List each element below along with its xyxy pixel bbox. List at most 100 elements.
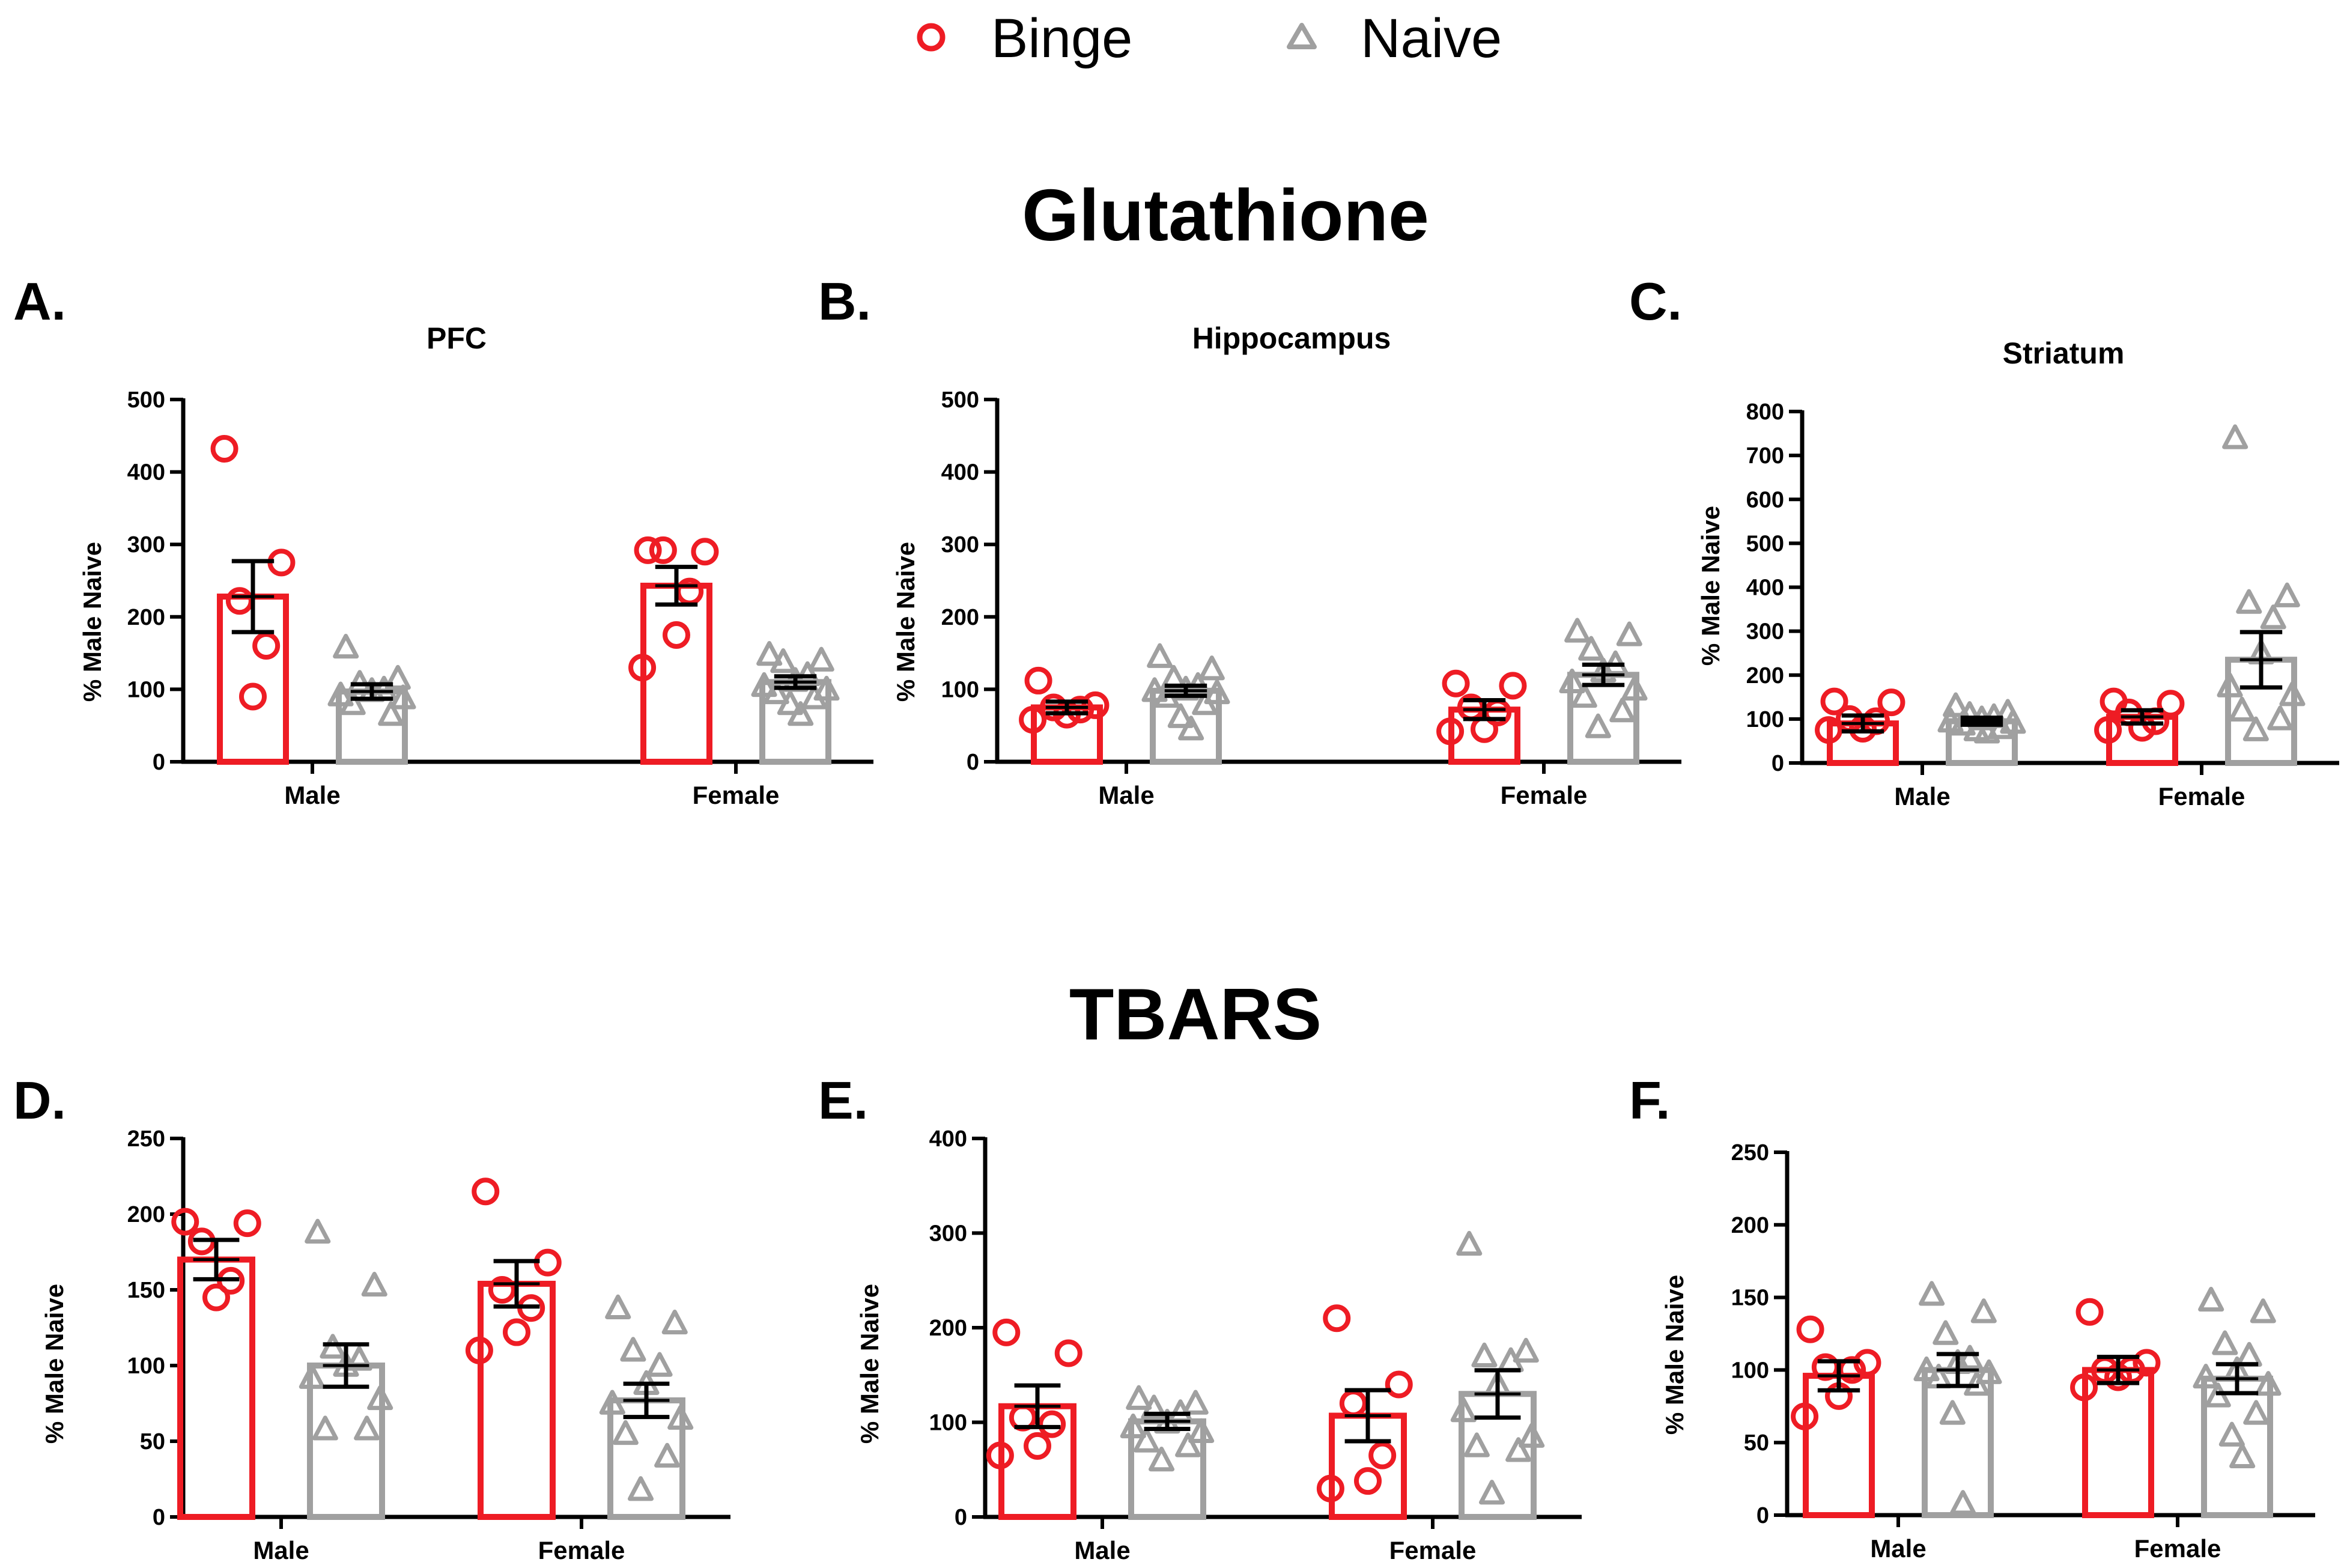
data-point-binge bbox=[488, 1276, 516, 1304]
data-point-naive bbox=[1456, 1230, 1483, 1256]
data-point-naive bbox=[2236, 589, 2262, 614]
y-axis-label: % Male Naive bbox=[891, 542, 920, 702]
y-tick-label: 600 bbox=[1746, 487, 1784, 512]
bar-binge bbox=[177, 1256, 255, 1521]
data-point-naive bbox=[299, 1364, 325, 1389]
data-point-naive bbox=[1450, 1397, 1477, 1423]
data-point-naive bbox=[1141, 677, 1168, 702]
data-point-binge bbox=[1024, 666, 1052, 694]
data-point-binge bbox=[1796, 1315, 1824, 1343]
y-tick-label: 400 bbox=[929, 1126, 967, 1152]
data-point-binge bbox=[1054, 1339, 1082, 1367]
y-tick-label: 100 bbox=[941, 677, 979, 702]
legend-item-binge: Binge bbox=[917, 8, 1132, 69]
data-point-naive bbox=[620, 1337, 646, 1362]
data-point-binge bbox=[1436, 717, 1465, 746]
y-tick-label: 300 bbox=[929, 1221, 967, 1247]
data-point-binge bbox=[533, 1248, 562, 1277]
data-point-naive bbox=[390, 684, 416, 710]
data-point-naive bbox=[1974, 719, 2000, 744]
data-point-naive bbox=[1126, 1385, 1152, 1410]
data-point-naive bbox=[2229, 696, 2255, 722]
panel-title: Striatum bbox=[2003, 336, 2125, 370]
y-tick-label: 0 bbox=[1772, 751, 1784, 776]
data-point-binge bbox=[1038, 1410, 1066, 1438]
data-point-naive bbox=[756, 641, 783, 666]
data-point-binge bbox=[1323, 1304, 1351, 1332]
data-point-naive bbox=[808, 646, 834, 672]
data-point-naive bbox=[1198, 655, 1225, 681]
data-point-naive bbox=[788, 701, 814, 726]
data-point-naive bbox=[1178, 716, 1204, 741]
data-point-naive bbox=[1621, 675, 1648, 701]
data-point-binge bbox=[634, 536, 662, 564]
data-point-naive bbox=[1479, 1480, 1505, 1505]
data-point-naive bbox=[813, 675, 840, 701]
data-point-binge bbox=[503, 1318, 530, 1346]
data-point-naive bbox=[1964, 1371, 1990, 1396]
data-point-naive bbox=[1188, 1418, 1215, 1443]
data-point-naive bbox=[1519, 1423, 1545, 1448]
data-point-naive bbox=[770, 648, 797, 673]
y-tick-label: 100 bbox=[127, 677, 165, 702]
y-tick-label: 200 bbox=[1731, 1213, 1769, 1238]
y-axis-label: % Male Naive bbox=[78, 542, 106, 702]
data-point-binge bbox=[225, 587, 254, 615]
data-point-naive bbox=[1471, 1342, 1498, 1367]
data-point-naive bbox=[1585, 713, 1611, 738]
y-tick-label: 500 bbox=[1746, 531, 1784, 556]
x-tick-label-male: Male bbox=[1894, 782, 1950, 810]
data-point-naive bbox=[605, 1294, 631, 1319]
data-point-naive bbox=[361, 1271, 387, 1297]
y-tick-label: 250 bbox=[127, 1126, 165, 1152]
y-tick-label: 250 bbox=[1731, 1140, 1769, 1165]
data-point-naive bbox=[1505, 1437, 1532, 1462]
data-point-naive bbox=[2236, 1342, 2262, 1367]
y-axis-label: % Male Naive bbox=[1696, 506, 1725, 666]
data-point-binge bbox=[2075, 1298, 2104, 1326]
data-point-binge bbox=[1024, 1432, 1051, 1460]
y-axis-label: % Male Naive bbox=[40, 1284, 68, 1444]
legend-naive-marker bbox=[1287, 23, 1317, 49]
data-point-naive bbox=[2229, 1443, 2256, 1469]
data-point-binge bbox=[1385, 1370, 1413, 1399]
data-point-naive bbox=[1937, 708, 1964, 733]
y-tick-label: 300 bbox=[127, 532, 165, 558]
data-point-naive bbox=[794, 661, 821, 686]
plot-area bbox=[984, 398, 1681, 774]
data-point-binge bbox=[649, 536, 677, 564]
data-point-binge bbox=[1815, 716, 1843, 744]
data-point-binge bbox=[1368, 1441, 1397, 1469]
data-point-naive bbox=[751, 672, 777, 697]
data-point-naive bbox=[763, 679, 789, 705]
data-point-naive bbox=[2267, 705, 2294, 731]
data-point-naive bbox=[1182, 1390, 1209, 1415]
y-tick-label: 400 bbox=[1746, 576, 1784, 601]
data-point-naive bbox=[2242, 716, 2269, 741]
y-tick-label: 100 bbox=[929, 1411, 967, 1436]
y-tick-label: 50 bbox=[1744, 1430, 1769, 1456]
y-tick-label: 0 bbox=[955, 1505, 967, 1530]
data-point-naive bbox=[1120, 1413, 1146, 1439]
data-point-naive bbox=[2260, 604, 2286, 630]
data-point-naive bbox=[1957, 1345, 1983, 1370]
data-point-naive bbox=[1950, 1490, 1976, 1515]
panel-letter: E. bbox=[818, 1071, 868, 1130]
y-tick-label: 150 bbox=[1731, 1286, 1769, 1311]
y-tick-label: 0 bbox=[153, 750, 165, 775]
y-ticks: 0 50 100 150 200 250 bbox=[1731, 1140, 1769, 1528]
data-point-binge bbox=[2133, 1349, 2161, 1377]
x-tick-label-female: Female bbox=[1389, 1536, 1477, 1564]
data-point-binge bbox=[1471, 715, 1498, 743]
data-point-binge bbox=[663, 621, 690, 649]
data-point-binge bbox=[1442, 669, 1470, 697]
data-point-binge bbox=[1354, 1467, 1382, 1495]
y-tick-label: 300 bbox=[1746, 619, 1784, 645]
bar-naive bbox=[2201, 1375, 2273, 1518]
y-tick-label: 0 bbox=[967, 750, 979, 775]
y-axis-label: % Male Naive bbox=[1660, 1275, 1689, 1435]
x-tick-label-male: Male bbox=[253, 1536, 309, 1564]
data-point-binge bbox=[628, 654, 657, 682]
data-point-naive bbox=[2217, 672, 2243, 697]
